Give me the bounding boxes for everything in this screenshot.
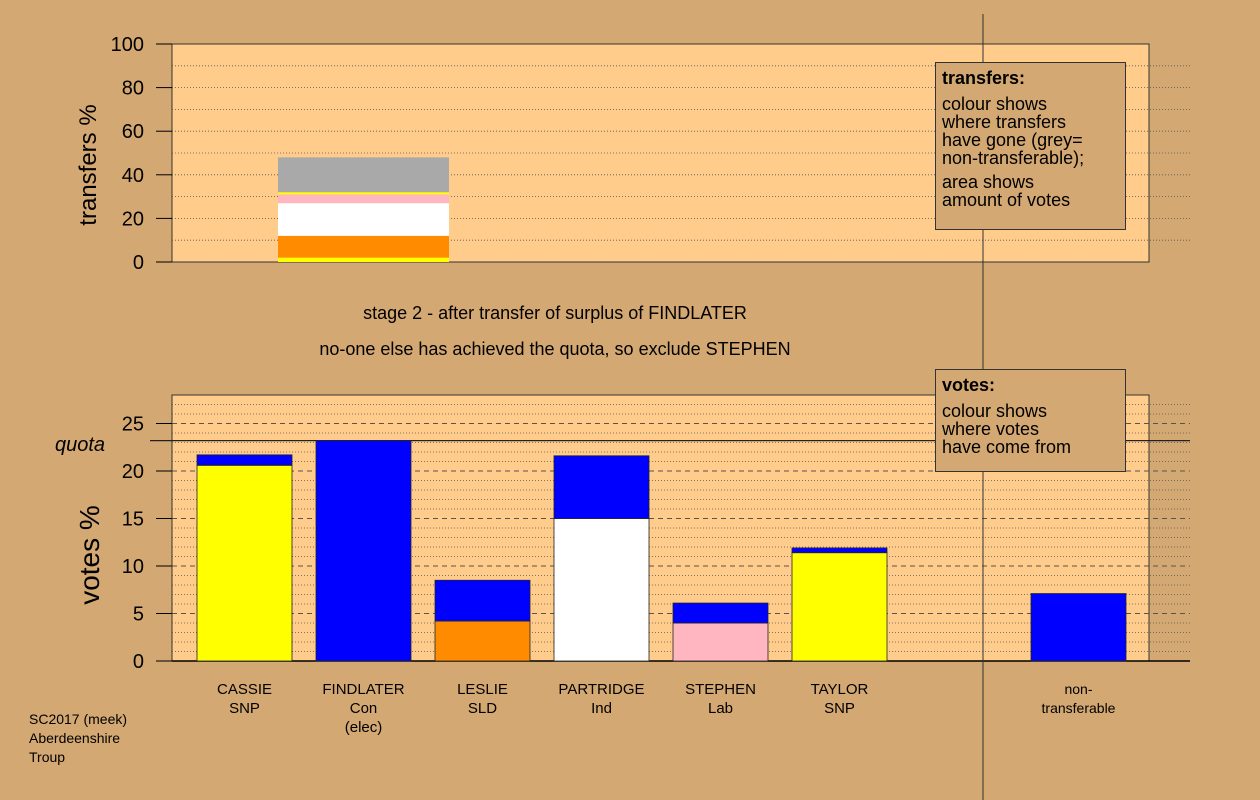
vote-segment xyxy=(196,454,293,466)
top-tick-label: 60 xyxy=(122,121,144,143)
legend-transfers-line: have gone (grey= xyxy=(942,130,1083,150)
candidate-label: non- xyxy=(1064,681,1092,697)
legend-votes-line: colour shows xyxy=(942,401,1048,421)
candidate-label: Con xyxy=(350,700,378,717)
vote-segment xyxy=(672,602,769,624)
stage-title: stage 2 - after transfer of surplus of F… xyxy=(363,303,747,323)
legend-transfers-line: amount of votes xyxy=(942,190,1071,210)
vote-segment xyxy=(553,518,650,662)
candidate-label: transferable xyxy=(1042,700,1116,716)
vote-segment xyxy=(791,552,888,662)
bottom-tick-label: 5 xyxy=(133,604,144,626)
top-bars xyxy=(278,157,449,262)
candidate-label: (elec) xyxy=(345,719,383,736)
bottom-tick-label: 0 xyxy=(133,651,144,673)
candidate-labels: CASSIE SNP FINDLATER Con (elec) LESLIE SLD PART… xyxy=(217,681,1116,736)
vote-segment xyxy=(1030,593,1127,662)
candidate-label: FINDLATER xyxy=(322,681,404,698)
legend-transfers: transfers: colour shows where transfers … xyxy=(935,62,1126,230)
top-tick-label: 0 xyxy=(133,252,144,274)
candidate-label: SNP xyxy=(229,700,260,717)
legend-votes: votes: colour shows where votes have com… xyxy=(935,369,1126,472)
candidate-label: LESLIE xyxy=(457,681,508,698)
candidate-label: SLD xyxy=(468,700,497,717)
legend-transfers-line: non-transferable); xyxy=(942,148,1085,168)
legend-votes-line: where votes xyxy=(942,419,1040,439)
vote-segment xyxy=(791,547,888,554)
transfer-segment xyxy=(278,257,449,262)
top-y-axis: 0 20 40 60 80 100 xyxy=(111,34,172,274)
vote-segment xyxy=(196,464,293,662)
vote-segment xyxy=(672,622,769,662)
candidate-label: SNP xyxy=(824,700,855,717)
candidate-label: STEPHEN xyxy=(685,681,756,698)
footer-line: SC2017 (meek) xyxy=(29,711,128,727)
bottom-bars xyxy=(196,440,1127,662)
legend-transfers-line: where transfers xyxy=(942,112,1067,132)
bottom-tick-label: 15 xyxy=(122,509,144,531)
legend-transfers-line: area shows xyxy=(942,172,1035,192)
legend-transfers-line: colour shows xyxy=(942,94,1048,114)
candidate-label: TAYLOR xyxy=(811,681,869,698)
bottom-y-axis-label: votes % xyxy=(74,505,105,605)
legend-transfers-title: transfers: xyxy=(942,68,1026,88)
candidate-label: Lab xyxy=(708,700,733,717)
bottom-tick-label: 20 xyxy=(122,461,144,483)
top-y-axis-label: transfers % xyxy=(75,104,102,225)
vote-segment xyxy=(315,440,412,662)
vote-segment xyxy=(434,620,531,662)
legend-votes-line: have come from xyxy=(942,437,1072,457)
footer-line: Troup xyxy=(29,749,66,765)
top-tick-label: 20 xyxy=(122,208,144,230)
bottom-tick-label: 10 xyxy=(122,556,144,578)
bottom-tick-label: 25 xyxy=(122,414,144,436)
vote-segment xyxy=(434,579,531,622)
transfer-segment xyxy=(278,157,449,193)
transfer-segment xyxy=(278,194,449,204)
footer-line: Aberdeenshire xyxy=(29,730,121,746)
footer-info: SC2017 (meek) Aberdeenshire Troup xyxy=(29,710,127,767)
candidate-label: CASSIE xyxy=(217,681,272,698)
bottom-y-axis: 0 5 10 15 20 25 xyxy=(122,414,172,673)
top-tick-label: 80 xyxy=(122,78,144,100)
transfer-segment xyxy=(278,192,449,195)
candidate-label: Ind xyxy=(591,700,612,717)
transfer-segment xyxy=(278,203,449,236)
transfer-segment xyxy=(278,235,449,258)
top-tick-label: 40 xyxy=(122,165,144,187)
top-tick-label: 100 xyxy=(111,34,144,56)
stage-subtitle: no-one else has achieved the quota, so e… xyxy=(319,339,791,359)
quota-label: quota xyxy=(55,434,105,456)
candidate-label: PARTRIDGE xyxy=(558,681,644,698)
vote-segment xyxy=(553,455,650,519)
legend-votes-title: votes: xyxy=(942,375,996,395)
